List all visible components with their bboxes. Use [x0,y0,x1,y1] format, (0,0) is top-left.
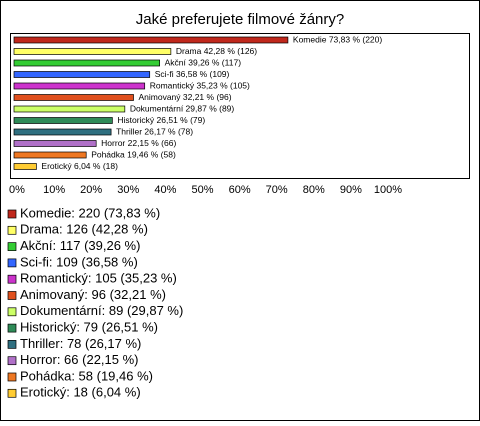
legend-swatch [7,307,17,317]
x-tick-label: 10% [43,184,65,196]
legend-swatch [7,372,17,382]
x-tick-label: 70% [266,184,288,196]
legend-swatch [7,291,17,300]
x-tick-label: 30% [117,184,139,196]
bar [13,94,134,101]
legend-swatch [7,258,17,268]
x-tick-label: 60% [229,184,251,196]
legend-swatch [7,274,17,284]
legend-swatch [7,225,17,235]
bar [13,82,146,90]
x-tick-label: 100% [374,184,402,196]
x-tick-label: 80% [303,184,325,196]
bar [13,36,289,44]
value-label: Dokumentární 29,87 % (89) [130,103,235,113]
legend-label: Dokumentární: 89 (29,87 %) [20,303,183,318]
value-label: Thriller 26,17 % (78) [116,126,193,136]
x-tick-label: 90% [340,184,362,196]
legend-label: Horror: 66 (22,15 %) [20,352,139,367]
bar [13,163,37,170]
x-tick-label: 40% [154,184,176,196]
value-label: Sci-fi 36,58 % (109) [155,69,230,79]
legend-swatch [7,340,17,349]
legend-label: Erotický: 18 (6,04 %) [20,385,141,400]
bar [13,140,97,147]
legend-label: Romantický: 105 (35,23 %) [20,271,177,286]
value-label: Komedie 73,83 % (220) [293,34,382,44]
value-label: Romantický 35,23 % (105) [150,80,250,90]
legend-label: Thriller: 78 (26,17 %) [20,336,141,351]
bar [13,71,151,78]
bar [13,105,126,113]
value-label: Akční 39,26 % (117) [165,57,242,67]
value-label: Pohádka 19,46 % (58) [91,149,176,159]
chart-title: Jaké preferujete filmové žánry? [136,11,344,28]
legend-swatch [7,388,17,398]
value-label: Erotický 6,04 % (18) [41,161,118,171]
legend-label: Historický: 79 (26,51 %) [20,320,158,335]
value-label: Drama 42,28 % (126) [176,46,257,56]
legend-label: Animovaný: 96 (32,21 %) [20,287,166,302]
value-label: Historický 26,51 % (79) [117,115,205,125]
bar [13,151,87,159]
value-label: Horror 22,15 % (66) [101,138,176,148]
legend-swatch [7,323,17,333]
legend-swatch [7,242,17,251]
bar [13,59,161,67]
legend-label: Akční: 117 (39,26 %) [20,238,140,253]
legend-swatch [7,356,17,366]
legend-label: Pohádka: 58 (19,46 %) [20,368,153,383]
bar [13,117,113,124]
x-tick-label: 50% [191,184,213,196]
legend-label: Sci-fi: 109 (36,58 %) [20,254,138,269]
legend-label: Komedie: 220 (73,83 %) [20,205,160,220]
bar [13,48,172,55]
bar [13,128,112,136]
value-label: Animovaný 32,21 % (96) [138,92,231,102]
legend-label: Drama: 126 (42,28 %) [20,222,148,237]
x-tick-label: 20% [80,184,102,196]
x-tick-label: 0% [9,184,25,196]
legend-swatch [7,209,17,219]
